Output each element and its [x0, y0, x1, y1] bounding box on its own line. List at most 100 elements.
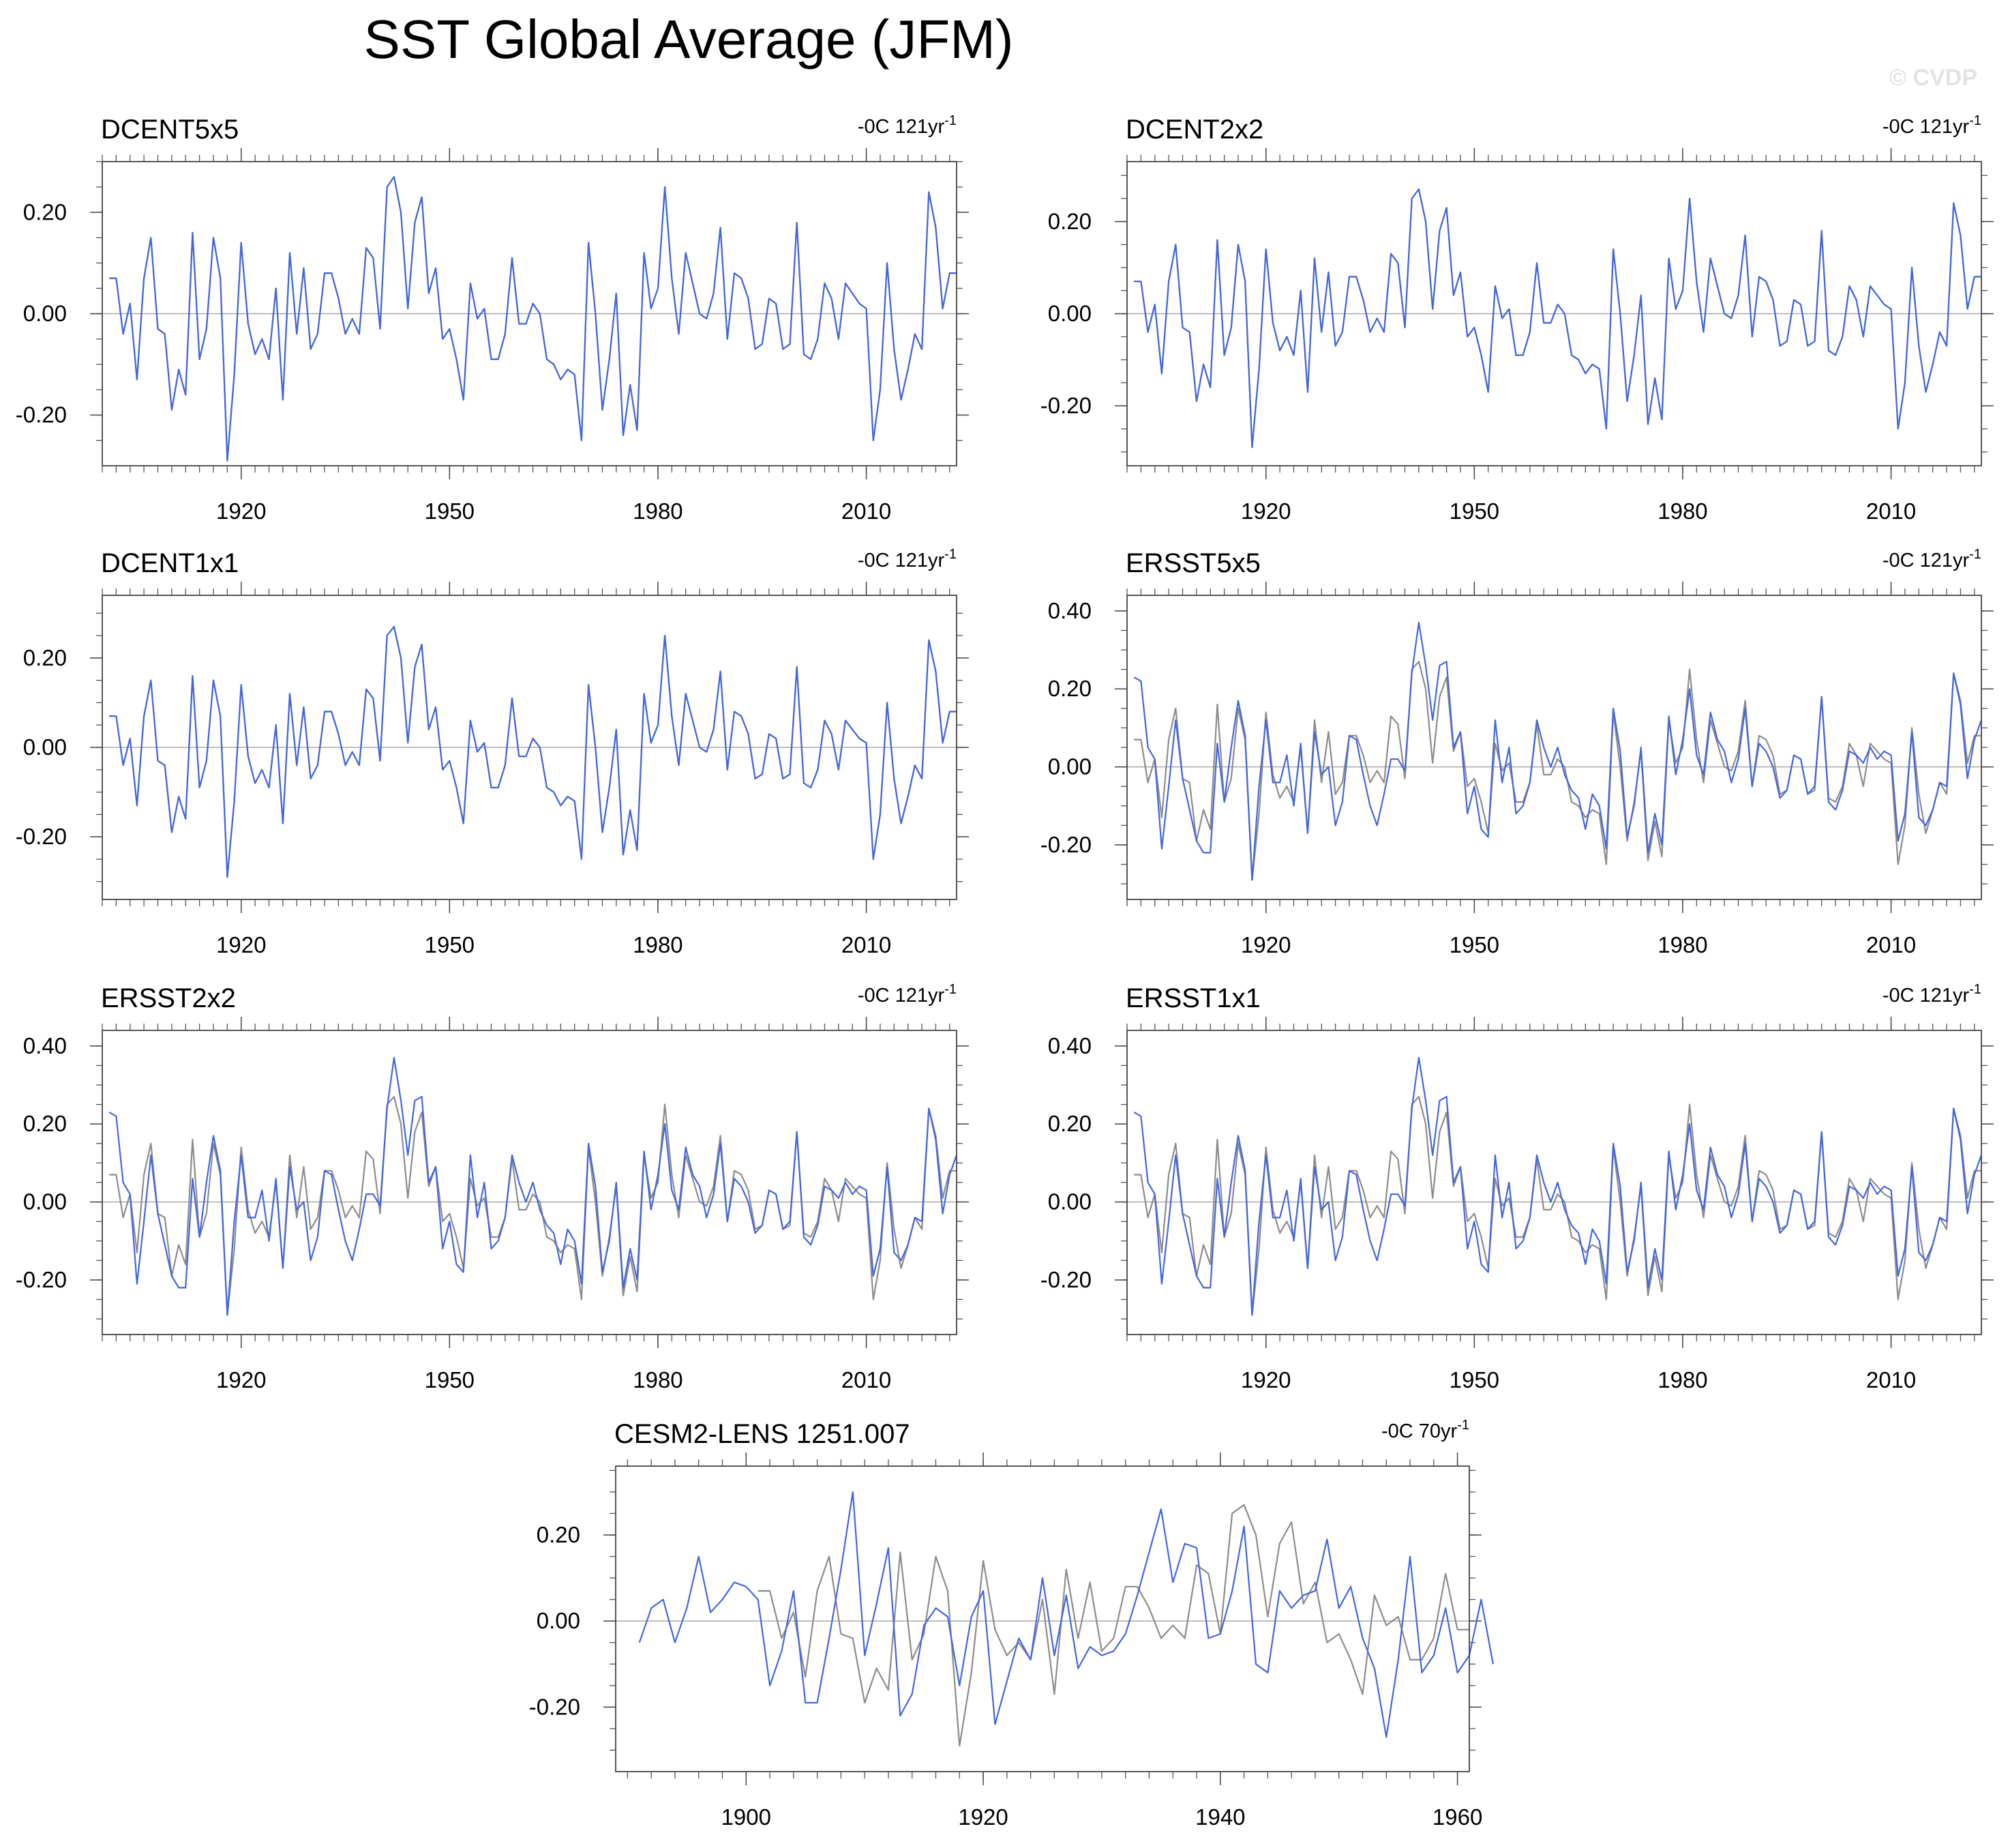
y-tick-label: -0.20 [16, 402, 67, 428]
trend-annotation-value: -0C 121yr [1882, 550, 1970, 571]
x-tick-label: 1980 [633, 498, 682, 524]
y-tick-label: -0.20 [1040, 832, 1092, 857]
trend-annotation-exponent: -1 [1969, 547, 1981, 562]
x-tick-label: 1950 [425, 1367, 475, 1392]
plot-frame [1126, 161, 1982, 466]
trend-annotation: -0C 121yr-1 [858, 113, 957, 138]
trend-annotation: -0C 121yr-1 [1882, 547, 1981, 571]
trend-annotation-value: -0C 121yr [858, 985, 945, 1007]
panel-title: CESM2-LENS 1251.007 [614, 1419, 910, 1449]
y-tick-label: -0.20 [16, 824, 67, 849]
plot-frame [102, 1030, 957, 1335]
x-tick-label: 2010 [1866, 498, 1916, 524]
x-tick-label: 1980 [1657, 1367, 1707, 1392]
plot-frame [615, 1465, 1470, 1772]
chart-panel-4: ERSST5x5 -0C 121yr-1 -0.20 0.00 0.20 0.40 1920… [1040, 547, 1994, 957]
trend-annotation-value: -0C 121yr [858, 550, 945, 571]
chart-panel-5: ERSST2x2 -0C 121yr-1 -0.20 0.00 0.20 0.40 1920… [16, 982, 969, 1392]
x-tick-label: 1980 [1657, 932, 1707, 957]
x-tick-label: 1920 [958, 1804, 1008, 1830]
trend-annotation-exponent: -1 [944, 982, 957, 997]
trend-annotation: -0C 121yr-1 [1882, 113, 1981, 138]
y-tick-label: -0.20 [1040, 1267, 1092, 1292]
trend-annotation-exponent: -1 [1969, 113, 1981, 128]
chart-panel-6: ERSST1x1 -0C 121yr-1 -0.20 0.00 0.20 0.40 1920… [1040, 982, 1994, 1392]
y-tick-label: -0.20 [1040, 393, 1092, 418]
plot-frame [1126, 1030, 1982, 1335]
chart-panel-1: DCENT5x5 -0C 121yr-1 -0.20 0.00 0.20 1920 1950… [16, 113, 969, 524]
trend-annotation: -0C 121yr-1 [858, 547, 957, 571]
y-tick-label: 0.00 [23, 734, 67, 760]
y-tick-label: 0.00 [1048, 301, 1092, 326]
trend-annotation-value: -0C 121yr [858, 116, 945, 138]
plot-frame [1126, 595, 1982, 900]
y-tick-label: 0.00 [23, 1189, 67, 1214]
x-tick-label: 2010 [1866, 1367, 1916, 1392]
figure-title: SST Global Average (JFM) [364, 9, 1014, 70]
trend-annotation-exponent: -1 [1969, 982, 1981, 997]
series-line-dcent5x5 [109, 176, 957, 462]
y-tick-label: 0.20 [1048, 1111, 1092, 1136]
panel-title: DCENT1x1 [101, 548, 239, 578]
x-tick-label: 1920 [1241, 1367, 1291, 1392]
y-tick-label: 0.20 [1048, 676, 1092, 701]
trend-annotation-exponent: -1 [1457, 1418, 1469, 1433]
y-tick-label: 0.20 [1048, 209, 1092, 234]
trend-annotation: -0C 121yr-1 [1882, 982, 1981, 1007]
x-tick-label: 1920 [216, 1367, 266, 1392]
plot-frame [102, 161, 957, 466]
x-tick-label: 1950 [1450, 932, 1499, 957]
x-tick-label: 1950 [425, 932, 475, 957]
y-tick-label: 0.20 [23, 645, 67, 670]
chart-panel-2: DCENT2x2 -0C 121yr-1 -0.20 0.00 0.20 1920 1950… [1040, 113, 1994, 524]
y-tick-label: 0.40 [23, 1033, 67, 1058]
panel-title: ERSST2x2 [101, 983, 236, 1013]
panel-title: DCENT2x2 [1126, 115, 1263, 145]
y-tick-label: -0.20 [16, 1267, 67, 1292]
series-line-observations [1134, 188, 1981, 449]
chart-panel-3: DCENT1x1 -0C 121yr-1 -0.20 0.00 0.20 1920 1950… [16, 547, 969, 957]
x-tick-label: 2010 [841, 498, 891, 524]
trend-annotation-value: -0C 121yr [1882, 116, 1970, 138]
y-tick-label: 0.00 [1048, 1189, 1092, 1214]
trend-annotation-value: -0C 70yr [1381, 1420, 1458, 1442]
x-tick-label: 1920 [216, 932, 266, 957]
panel-title: ERSST1x1 [1126, 983, 1261, 1013]
series-line-dcent2x2 [1134, 188, 1981, 449]
x-tick-label: 1940 [1195, 1804, 1245, 1830]
x-tick-label: 1920 [1241, 498, 1291, 524]
series-line-ersst5x5 [1133, 621, 1983, 881]
x-tick-label: 2010 [841, 932, 891, 957]
series-line-ersst1x1 [1133, 1056, 1983, 1316]
y-tick-label: 0.40 [1048, 1033, 1092, 1058]
series-line-dcent1x1 [109, 625, 957, 878]
y-tick-label: -0.20 [529, 1694, 580, 1719]
x-tick-label: 1950 [1450, 1367, 1499, 1392]
y-tick-label: 0.00 [23, 301, 67, 326]
x-tick-label: 1920 [1241, 932, 1291, 957]
series-line-observations [109, 176, 957, 462]
panel-title: DCENT5x5 [101, 115, 239, 145]
x-tick-label: 1980 [633, 1367, 682, 1392]
plot-frame [102, 595, 957, 900]
x-tick-label: 2010 [841, 1367, 891, 1392]
y-tick-label: 0.20 [23, 1111, 67, 1136]
x-tick-label: 1960 [1432, 1804, 1482, 1830]
series-line-ersst2x2 [108, 1056, 958, 1316]
series-line-observations [758, 1504, 1469, 1747]
x-tick-label: 1950 [425, 498, 475, 524]
trend-annotation-value: -0C 121yr [1882, 985, 1970, 1007]
y-tick-label: 0.20 [23, 199, 67, 224]
y-tick-label: 0.20 [537, 1522, 580, 1547]
trend-annotation-exponent: -1 [944, 547, 957, 562]
y-tick-label: 0.00 [537, 1608, 580, 1633]
panel-title: ERSST5x5 [1126, 548, 1261, 578]
trend-annotation: -0C 121yr-1 [858, 982, 957, 1007]
x-tick-label: 1900 [721, 1804, 771, 1830]
x-tick-label: 1980 [633, 932, 682, 957]
y-tick-label: 0.40 [1048, 598, 1092, 623]
y-tick-label: 0.00 [1048, 754, 1092, 779]
trend-annotation: -0C 70yr-1 [1381, 1418, 1469, 1442]
series-line-cesm2-lens-1251-007 [638, 1491, 1494, 1738]
